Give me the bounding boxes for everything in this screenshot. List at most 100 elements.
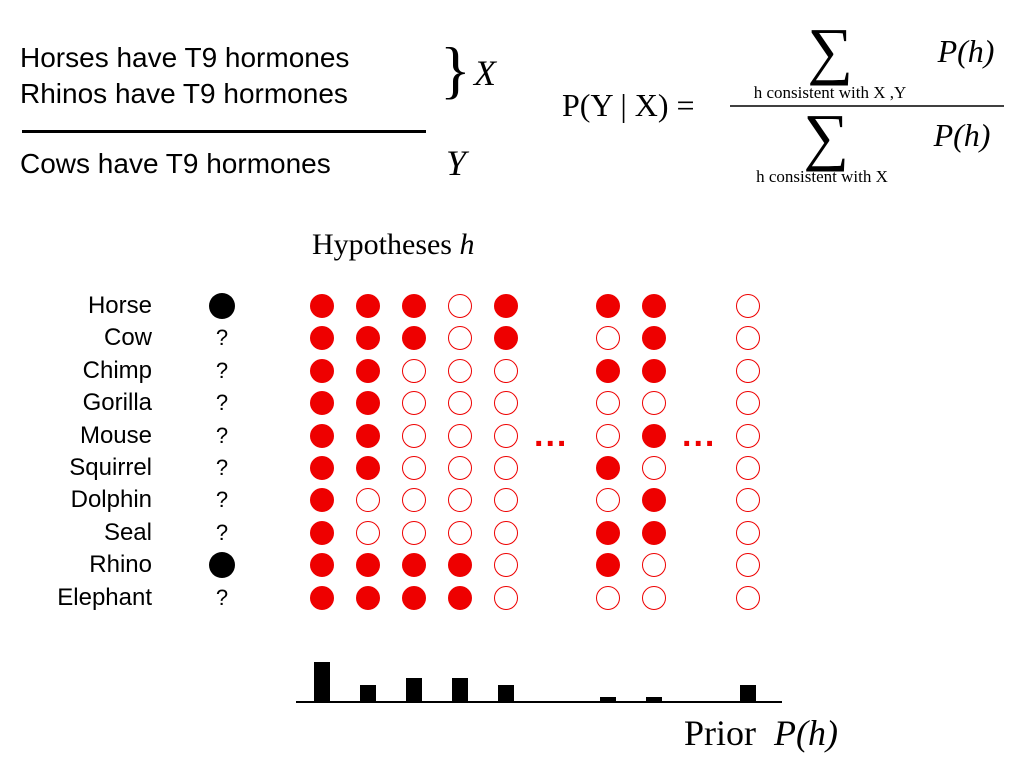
nonmember-dot <box>642 553 666 578</box>
numerator-sum-symbol: ∑ <box>807 15 853 86</box>
member-dot <box>310 358 334 383</box>
nonmember-dot <box>736 488 760 513</box>
member-dot <box>310 553 334 578</box>
denominator-term: P(h) <box>933 117 991 153</box>
denominator-sum-symbol: ∑ <box>803 101 849 172</box>
nonmember-dot <box>642 391 666 416</box>
unknown-marker: ? <box>215 357 229 383</box>
observed-marker <box>209 552 235 579</box>
nonmember-dot <box>494 358 518 383</box>
prior-bar <box>406 678 422 701</box>
animal-label: Seal <box>103 518 152 546</box>
denominator-sum-label: h consistent with X <box>756 167 888 186</box>
nonmember-dot <box>596 391 620 416</box>
nonmember-dot <box>448 391 472 416</box>
nonmember-dot <box>736 326 760 351</box>
member-dot <box>642 520 666 545</box>
nonmember-dot <box>736 520 760 545</box>
member-dot <box>356 326 380 351</box>
member-dot <box>356 456 380 480</box>
nonmember-dot <box>494 391 518 416</box>
member-dot <box>642 488 666 513</box>
nonmember-dot <box>448 423 472 448</box>
member-dot <box>310 294 334 318</box>
member-dot <box>356 585 380 610</box>
nonmember-dot <box>448 520 472 545</box>
nonmember-dot <box>736 585 760 610</box>
ellipsis-right: ... <box>682 416 717 454</box>
argument-divider-line <box>22 130 426 133</box>
member-dot <box>402 326 426 351</box>
animal-label: Mouse <box>79 421 152 449</box>
nonmember-dot <box>736 553 760 578</box>
member-dot <box>642 358 666 383</box>
animal-label: Gorilla <box>82 389 152 417</box>
member-dot <box>494 294 518 318</box>
unknown-marker: ? <box>215 325 229 351</box>
member-dot <box>448 585 472 610</box>
nonmember-dot <box>356 488 380 513</box>
member-dot <box>642 423 666 448</box>
member-dot <box>494 326 518 351</box>
nonmember-dot <box>402 488 426 513</box>
hypotheses-symbol: h <box>459 228 475 261</box>
nonmember-dot <box>494 488 518 513</box>
member-dot <box>596 520 620 545</box>
member-dot <box>356 391 380 416</box>
formula-lhs: P(Y | X) = <box>562 87 695 123</box>
member-dot <box>356 294 380 318</box>
member-dot <box>596 456 620 480</box>
animal-label: Cow <box>103 324 152 352</box>
animal-label: Horse <box>87 292 152 319</box>
prior-bar <box>646 697 662 701</box>
observed-marker <box>209 293 235 319</box>
unknown-marker: ? <box>215 487 229 513</box>
hypotheses-title: Hypotheses h <box>312 228 474 262</box>
brace-symbol: } <box>440 34 471 105</box>
nonmember-dot <box>736 423 760 448</box>
unknown-marker: ? <box>215 390 229 416</box>
nonmember-dot <box>494 553 518 578</box>
member-dot <box>310 423 334 448</box>
member-dot <box>310 456 334 480</box>
conclusion-cows: Cows have T9 hormones <box>20 148 331 179</box>
member-dot <box>402 553 426 578</box>
nonmember-dot <box>596 423 620 448</box>
nonmember-dot <box>642 456 666 480</box>
member-dot <box>402 294 426 318</box>
prior-bar <box>314 662 330 701</box>
nonmember-dot <box>736 456 760 480</box>
member-dot <box>310 520 334 545</box>
animal-label: Rhino <box>89 551 152 579</box>
member-dot <box>642 294 666 318</box>
animal-label: Elephant <box>57 583 152 611</box>
prior-bar <box>740 685 756 701</box>
member-dot <box>448 553 472 578</box>
member-dot <box>310 326 334 351</box>
prior-bar <box>498 685 514 701</box>
member-dot <box>310 488 334 513</box>
member-dot <box>642 326 666 351</box>
prior-bar <box>360 685 376 701</box>
member-dot <box>596 294 620 318</box>
unknown-marker: ? <box>215 455 229 480</box>
nonmember-dot <box>596 326 620 351</box>
prior-baseline <box>296 701 782 703</box>
member-dot <box>402 585 426 610</box>
premise-horses: Horses have T9 hormones <box>20 42 350 73</box>
nonmember-dot <box>356 520 380 545</box>
nonmember-dot <box>402 391 426 416</box>
numerator-sum-label: h consistent with X ,Y <box>754 83 907 102</box>
nonmember-dot <box>494 456 518 480</box>
nonmember-dot <box>736 391 760 416</box>
animal-label: Squirrel <box>69 454 152 481</box>
nonmember-dot <box>596 585 620 610</box>
member-dot <box>596 553 620 578</box>
nonmember-dot <box>448 294 472 318</box>
member-dot <box>596 358 620 383</box>
animal-label: Chimp <box>82 356 152 384</box>
prior-symbol: P(h) <box>774 713 838 753</box>
prior-bar <box>600 697 616 701</box>
nonmember-dot <box>402 520 426 545</box>
posterior-formula: P(Y | X) = ∑ P(h) h consistent with X ,Y… <box>562 15 1004 186</box>
